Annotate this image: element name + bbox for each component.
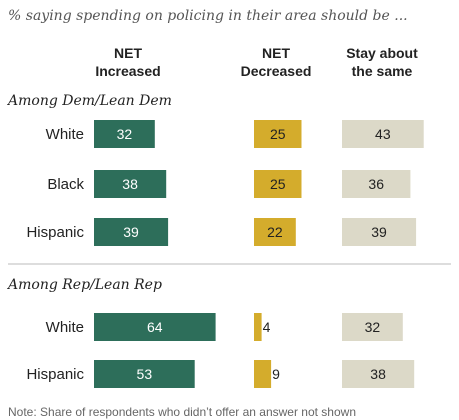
chart-note: Note: Share of respondents who didn’t of…: [8, 405, 356, 419]
row-label: Hispanic: [26, 224, 84, 241]
bar-increased: [94, 218, 169, 246]
data-label-same: 32: [365, 319, 381, 335]
bar-same: [342, 360, 415, 388]
bar-increased: [94, 120, 155, 148]
bar-increased: [94, 313, 216, 341]
data-label-same: 36: [368, 176, 384, 192]
data-label-increased: 64: [147, 319, 163, 335]
bar-same: [342, 218, 417, 246]
data-label-increased: 39: [123, 224, 139, 240]
bar-same: [342, 313, 403, 341]
group-label-dem: Among Dem/Lean Dem: [6, 93, 172, 109]
bar-layer: White 32 25 43 Black 38 25 36 Hispanic 39 22 39 Whit…: [26, 120, 424, 388]
data-label-decreased: 9: [272, 366, 280, 382]
row-label: Black: [47, 176, 84, 193]
data-label-decreased: 25: [270, 176, 286, 192]
data-label-same: 38: [370, 366, 386, 382]
data-label-increased: 53: [137, 366, 153, 382]
row-label: White: [46, 126, 84, 143]
group-label-rep: Among Rep/Lean Rep: [6, 277, 162, 293]
bar-decreased: [254, 360, 272, 388]
column-header-decreased-line1: NET: [262, 45, 290, 61]
bar-decreased: [254, 218, 296, 246]
bar-increased: [94, 360, 195, 388]
bar-decreased: [254, 313, 262, 341]
column-header-same-line1: Stay about: [346, 45, 418, 61]
data-label-increased: 32: [117, 126, 133, 142]
data-label-decreased: 22: [267, 224, 283, 240]
data-label-decreased: 4: [263, 319, 271, 335]
row-label: Hispanic: [26, 366, 84, 383]
column-header-increased-line2: Increased: [95, 63, 160, 79]
bar-same: [342, 120, 424, 148]
bar-increased: [94, 170, 167, 198]
chart-subtitle: % saying spending on policing in their a…: [8, 8, 408, 24]
column-header-same-line2: the same: [352, 63, 413, 79]
row-label: White: [46, 319, 84, 336]
bar-decreased: [254, 170, 302, 198]
data-label-same: 39: [371, 224, 387, 240]
column-header-increased-line1: NET: [114, 45, 142, 61]
column-header-decreased-line2: Decreased: [241, 63, 312, 79]
data-label-increased: 38: [122, 176, 138, 192]
data-label-same: 43: [375, 126, 391, 142]
data-label-decreased: 25: [270, 126, 286, 142]
bar-same: [342, 170, 411, 198]
bar-decreased: [254, 120, 302, 148]
